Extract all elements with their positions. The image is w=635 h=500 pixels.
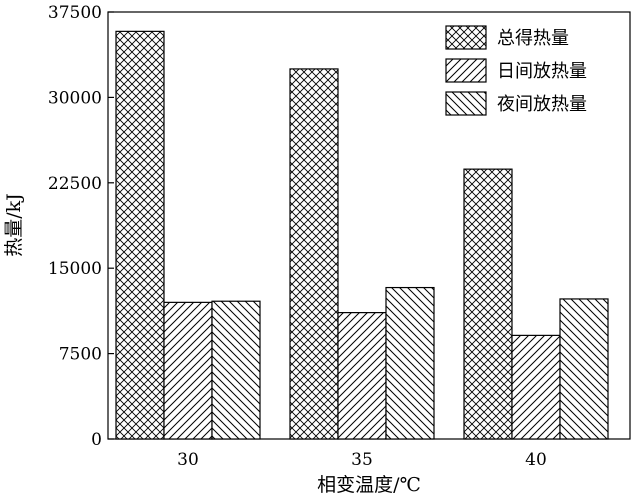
y-tick-label: 22500 — [48, 174, 102, 194]
y-tick-label: 7500 — [59, 345, 102, 365]
bar-night-release-40 — [559, 298, 609, 440]
x-tick-label: 40 — [525, 450, 547, 470]
y-tick-label: 30000 — [48, 88, 102, 108]
legend-label-daytime-release: 日间放热量 — [497, 61, 587, 82]
y-tick-label: 37500 — [48, 3, 102, 23]
bar-night-release-30 — [211, 300, 261, 440]
bar-total-heat-40 — [463, 168, 513, 440]
bars — [115, 30, 609, 440]
legend-swatch-night-release — [445, 91, 487, 116]
bar-total-heat-35 — [289, 68, 339, 440]
legend-swatch-total-heat — [445, 25, 487, 50]
bar-daytime-release-40 — [511, 334, 561, 440]
bar-daytime-release-35 — [337, 312, 387, 440]
legend: 总得热量 日间放热量 夜间放热量 — [445, 25, 587, 116]
bar-daytime-release-30 — [163, 301, 213, 440]
y-tick-label: 15000 — [48, 259, 102, 279]
legend-swatch-daytime-release — [445, 58, 487, 83]
y-axis-label: 热量/kJ — [3, 193, 25, 257]
legend-label-total-heat: 总得热量 — [497, 28, 569, 49]
bar-night-release-35 — [385, 286, 435, 440]
y-axis: 0 7500 15000 22500 30000 37500 — [48, 3, 114, 450]
x-tick-label: 35 — [351, 450, 373, 470]
x-axis: 30 35 40 — [177, 433, 547, 470]
bar-total-heat-30 — [115, 30, 165, 440]
legend-label-night-release: 夜间放热量 — [497, 94, 587, 115]
y-tick-label: 0 — [91, 430, 102, 450]
x-axis-label: 相变温度/℃ — [317, 474, 421, 496]
x-tick-label: 30 — [177, 450, 199, 470]
